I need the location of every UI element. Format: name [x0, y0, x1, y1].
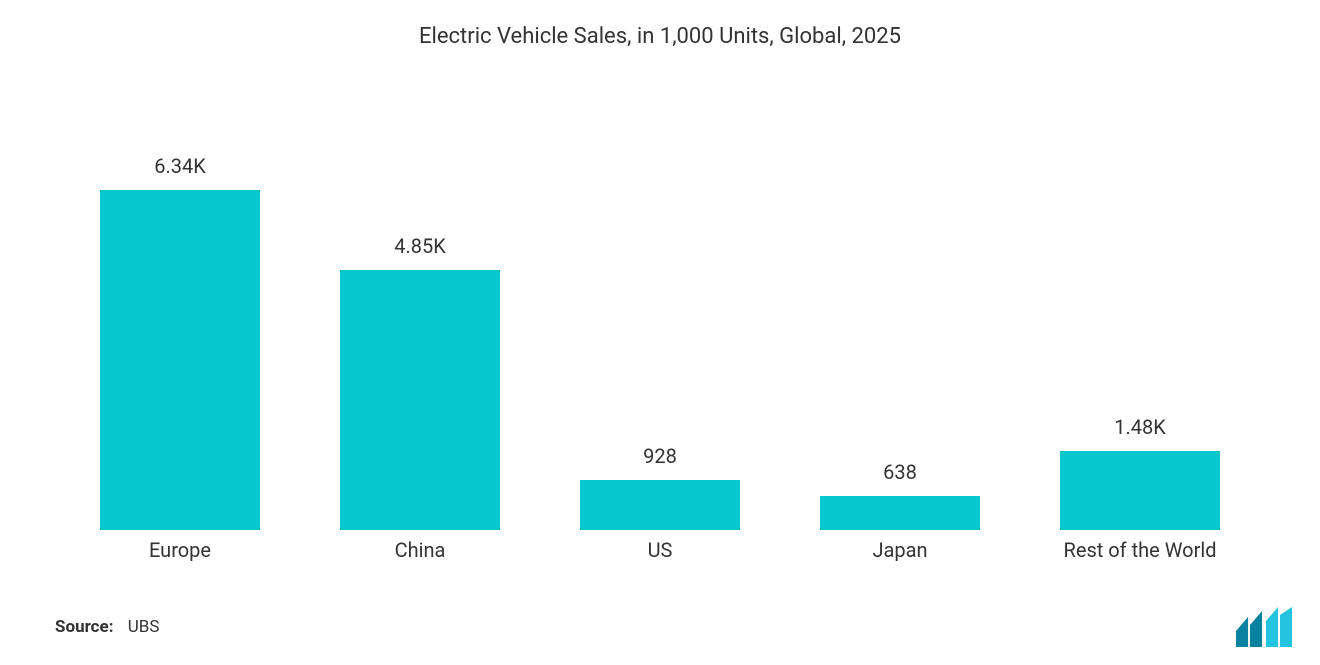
- bar-value-label: 4.85K: [394, 234, 446, 258]
- x-axis-label: Japan: [810, 538, 990, 562]
- x-axis-label: Rest of the World: [1050, 538, 1230, 562]
- source-attribution: Source: UBS: [55, 617, 159, 637]
- bar: [100, 190, 260, 530]
- mordor-logo-icon: [1236, 607, 1292, 647]
- bar: [1060, 451, 1220, 530]
- bar-group: 6.34K: [90, 154, 270, 530]
- bar-value-label: 1.48K: [1114, 415, 1166, 439]
- bar: [580, 480, 740, 530]
- bar-group: 1.48K: [1050, 415, 1230, 530]
- chart-title: Electric Vehicle Sales, in 1,000 Units, …: [0, 0, 1320, 49]
- chart-plot-area: 6.34K 4.85K 928 638 1.48K: [60, 110, 1260, 530]
- x-axis-labels: Europe China US Japan Rest of the World: [60, 538, 1260, 562]
- bar-value-label: 6.34K: [154, 154, 206, 178]
- x-axis-label: China: [330, 538, 510, 562]
- x-axis-label: US: [570, 538, 750, 562]
- bar-group: 638: [810, 460, 990, 530]
- bar-group: 928: [570, 444, 750, 530]
- x-axis-label: Europe: [90, 538, 270, 562]
- bar-value-label: 638: [883, 460, 917, 484]
- bar: [820, 496, 980, 530]
- source-text: UBS: [128, 617, 160, 637]
- source-label: Source:: [55, 617, 113, 637]
- bar: [340, 270, 500, 530]
- bar-value-label: 928: [643, 444, 677, 468]
- bar-group: 4.85K: [330, 234, 510, 530]
